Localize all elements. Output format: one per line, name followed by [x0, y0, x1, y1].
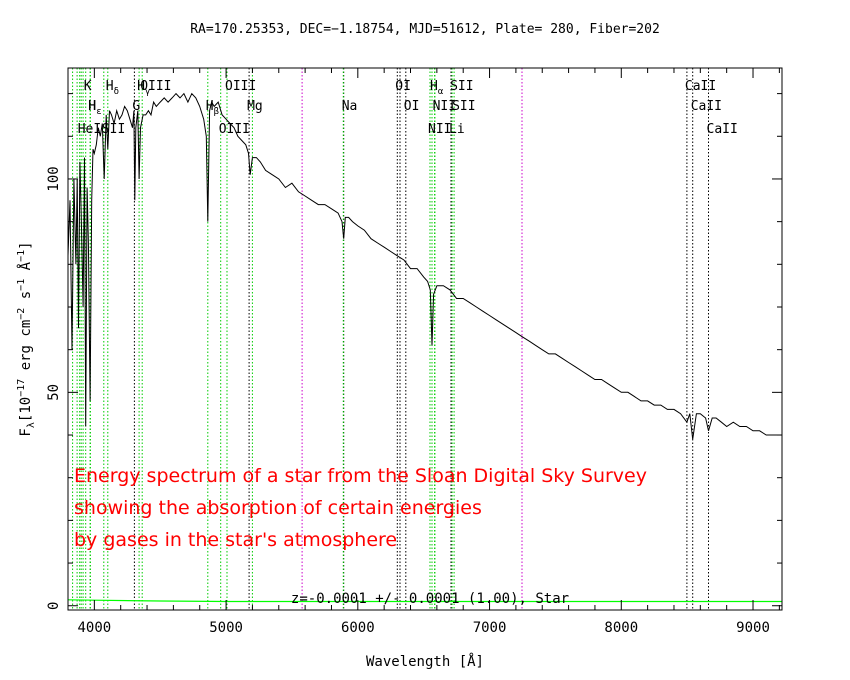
spectral-line-label: Hγ — [137, 79, 150, 97]
spectral-line-label: Na — [342, 99, 358, 114]
x-tick-label: 5000 — [209, 620, 243, 636]
spectral-line-label: Li — [449, 122, 465, 137]
spectral-line-label: K — [84, 79, 92, 94]
flux-series-line — [67, 92, 782, 440]
error-series-line — [67, 599, 782, 603]
y-label-exp4: −1 — [16, 250, 27, 262]
spectral-line-label: Hβ — [206, 99, 219, 117]
overlay-line-2: showing the absorption of certain energi… — [74, 497, 482, 519]
y-tick-label: 0 — [46, 602, 62, 610]
spectral-line-label: SII — [102, 122, 125, 137]
spectral-line-label: OIII — [140, 79, 171, 94]
spectral-line-label: SII — [452, 99, 475, 114]
overlay-line-1: Energy spectrum of a star from the Sloan… — [74, 465, 647, 487]
y-label-mid: erg cm — [18, 320, 34, 379]
overlay-caption: Energy spectrum of a star from the Sloan… — [74, 465, 647, 551]
y-label-end: ] — [18, 241, 34, 249]
spectral-line-label: Hε — [88, 99, 101, 117]
y-label-exp3: −1 — [16, 279, 27, 291]
spectral-line-label: H — [88, 99, 96, 114]
spectral-line-label: CaII — [691, 99, 722, 114]
x-tick-label: 7000 — [473, 620, 507, 636]
spectral-line-label: Hα — [430, 79, 444, 97]
y-label-exp1: −17 — [16, 379, 27, 397]
spectral-line-label: G — [132, 99, 140, 114]
x-tick-label: 9000 — [736, 620, 770, 636]
spectral-line-label: OI — [395, 79, 411, 94]
plot-frame — [67, 67, 783, 611]
overlay-line-3: by gases in the star's atmosphere — [74, 529, 397, 551]
spectral-line-label: CaII — [685, 79, 716, 94]
y-label-lambda: λ — [26, 422, 37, 428]
x-axis-label: Wavelength [Å] — [366, 653, 484, 670]
x-tick-label: 6000 — [341, 620, 375, 636]
y-label-f: F — [18, 428, 34, 436]
spectral-line-label: HeI — [78, 122, 101, 137]
spectral-line-label: NII — [433, 99, 456, 114]
spectral-line-label: Hδ — [106, 79, 119, 97]
redshift-annotation: z=-0.0001 +/- 0.0001 (1.00), Star — [291, 591, 569, 607]
x-tick-label: 8000 — [604, 620, 638, 636]
y-label-mid2: s — [18, 291, 34, 308]
y-label-exp2: −2 — [16, 308, 27, 320]
spectral-line-label: OIII — [225, 79, 256, 94]
y-label-units: [10 — [18, 397, 34, 422]
chart-title: RA=170.25353, DEC=−1.18754, MJD=51612, P… — [190, 22, 660, 37]
spectral-line-label: SII — [450, 79, 473, 94]
y-label-mid3: Å — [17, 261, 34, 278]
y-tick-label: 50 — [46, 384, 62, 401]
x-tick-label: 4000 — [77, 620, 111, 636]
y-tick-label: 100 — [46, 166, 62, 191]
y-axis-label: Fλ[10−17 erg cm−2 s−1 Å−1] — [16, 241, 37, 436]
spectral-lines-layer — [72, 68, 709, 610]
spectral-line-label: NII — [428, 122, 451, 137]
axis-ticks-layer: 4000 5000 6000 7000 8000 9000 0 50 100 — [46, 68, 782, 636]
spectral-line-label: OI — [404, 99, 420, 114]
spectral-line-label: CaII — [707, 122, 738, 137]
spectral-line-label: Mg — [247, 99, 263, 114]
